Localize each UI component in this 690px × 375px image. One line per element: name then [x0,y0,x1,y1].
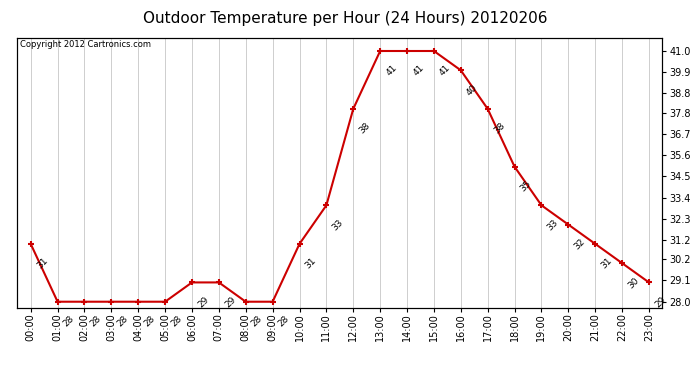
Text: 41: 41 [384,63,399,78]
Text: 31: 31 [600,256,614,271]
Text: 29: 29 [196,295,210,309]
Text: 41: 41 [438,63,453,78]
Text: 29: 29 [223,295,237,309]
Text: 28: 28 [169,314,184,328]
Text: Outdoor Temperature per Hour (24 Hours) 20120206: Outdoor Temperature per Hour (24 Hours) … [143,11,547,26]
Text: Copyright 2012 Cartronics.com: Copyright 2012 Cartronics.com [21,40,152,49]
Text: 33: 33 [546,218,560,232]
Text: 38: 38 [492,122,506,136]
Text: 29: 29 [653,295,667,309]
Text: 38: 38 [357,122,372,136]
Text: 28: 28 [88,314,103,328]
Text: 28: 28 [115,314,130,328]
Text: 35: 35 [519,179,533,194]
Text: 32: 32 [573,237,587,252]
Text: 28: 28 [61,314,76,328]
Text: 28: 28 [142,314,157,328]
Text: 28: 28 [277,314,291,328]
Text: 28: 28 [250,314,264,328]
Text: 31: 31 [304,256,318,271]
Text: 30: 30 [627,276,641,290]
Text: 40: 40 [465,83,480,97]
Text: 41: 41 [411,63,426,78]
Text: 33: 33 [331,218,345,232]
Text: 31: 31 [35,256,50,271]
